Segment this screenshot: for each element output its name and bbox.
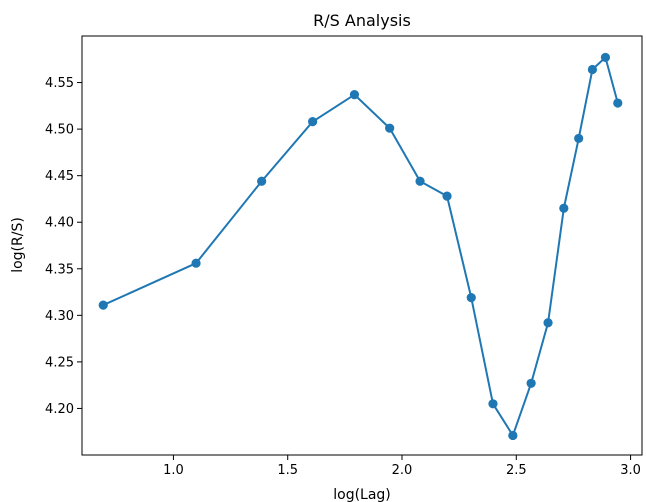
- y-tick-label: 4.55: [45, 76, 74, 91]
- y-tick-label: 4.30: [45, 309, 74, 324]
- data-point: [488, 399, 498, 409]
- y-tick-label: 4.25: [45, 355, 74, 370]
- y-tick-label: 4.50: [45, 123, 74, 138]
- series-layer: [98, 52, 623, 441]
- x-tick-label: 3.0: [620, 463, 641, 478]
- data-point: [508, 430, 518, 441]
- y-tick-label: 4.40: [45, 216, 74, 231]
- y-tick-label: 4.20: [45, 402, 74, 417]
- data-point: [466, 293, 476, 303]
- y-tick-label: 4.35: [45, 262, 74, 277]
- y-tick-label: 4.45: [45, 169, 74, 184]
- x-tick-label: 2.5: [506, 463, 527, 478]
- data-point: [526, 378, 536, 388]
- data-point: [349, 90, 360, 100]
- x-axis-ticks: 1.0 1.5 2.0 2.5 3.0: [163, 455, 641, 478]
- series-line: [102, 56, 619, 437]
- data-point: [442, 191, 452, 201]
- data-point: [559, 203, 569, 213]
- x-tick-label: 1.5: [277, 463, 298, 478]
- data-point: [574, 133, 584, 144]
- data-point: [613, 98, 623, 108]
- y-axis-ticks: 4.20 4.25 4.30 4.35 4.40 4.45 4.50 4.55: [45, 76, 82, 417]
- data-point: [543, 318, 553, 328]
- x-tick-label: 1.0: [163, 463, 184, 478]
- data-point: [415, 176, 425, 186]
- data-point: [257, 176, 267, 186]
- chart-title: R/S Analysis: [313, 11, 411, 30]
- x-axis-label: log(Lag): [333, 487, 391, 502]
- axes-box: [81, 35, 643, 456]
- data-point: [587, 64, 598, 75]
- data-point: [385, 123, 395, 133]
- data-point: [98, 300, 108, 310]
- data-point: [600, 52, 611, 63]
- y-axis-label: log(R/S): [10, 217, 26, 273]
- x-tick-label: 2.0: [392, 463, 413, 478]
- data-point: [308, 117, 318, 127]
- plot-frame: [81, 35, 643, 456]
- data-point: [191, 258, 201, 268]
